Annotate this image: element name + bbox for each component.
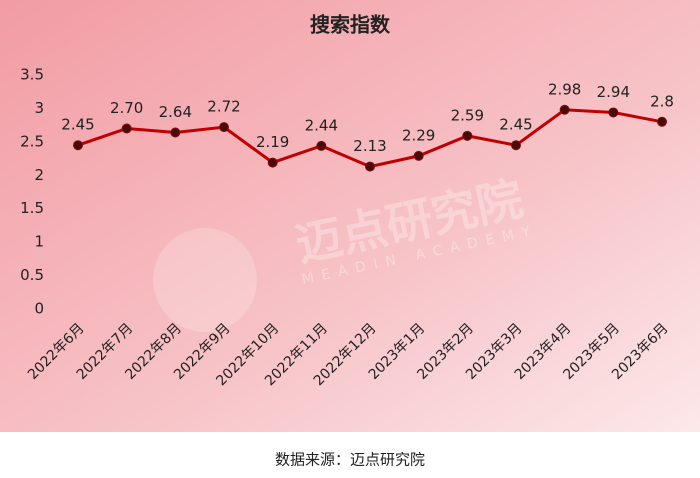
data-label: 2.45 (499, 116, 532, 134)
data-label: 2.8 (650, 92, 674, 110)
data-label: 2.13 (353, 137, 386, 155)
watermark-logo (153, 228, 257, 332)
data-label: 2.45 (61, 116, 94, 134)
data-point (462, 130, 473, 141)
data-label: 2.64 (159, 103, 192, 121)
chart-title: 搜索指数 (310, 13, 391, 37)
data-point (511, 140, 521, 151)
data-point (170, 127, 181, 138)
source-note: 数据来源：迈点研究院 (275, 451, 425, 469)
y-tick-label: 1 (34, 233, 44, 251)
data-point (73, 140, 83, 151)
data-point (559, 104, 570, 115)
y-tick-label: 3 (34, 99, 44, 117)
data-point (219, 122, 229, 133)
data-point (608, 107, 619, 118)
data-point (121, 123, 132, 134)
data-label: 2.94 (597, 83, 630, 101)
data-point (267, 157, 278, 168)
data-point (365, 161, 375, 172)
data-point (316, 140, 327, 151)
y-tick-label: 0.5 (20, 266, 44, 284)
y-tick-label: 0 (34, 300, 44, 318)
data-label: 2.70 (110, 99, 143, 117)
data-label: 2.98 (548, 80, 581, 98)
data-point (413, 150, 424, 161)
y-tick-label: 2.5 (20, 132, 44, 150)
data-label: 2.44 (305, 116, 338, 134)
data-label: 2.72 (207, 98, 240, 116)
data-label: 2.59 (451, 106, 484, 124)
y-tick-label: 1.5 (20, 199, 44, 217)
plot-background (0, 0, 700, 432)
y-tick-label: 2 (34, 166, 44, 184)
data-label: 2.29 (402, 126, 435, 144)
data-label: 2.19 (256, 133, 289, 151)
data-point (657, 116, 667, 127)
y-tick-label: 3.5 (20, 66, 44, 84)
